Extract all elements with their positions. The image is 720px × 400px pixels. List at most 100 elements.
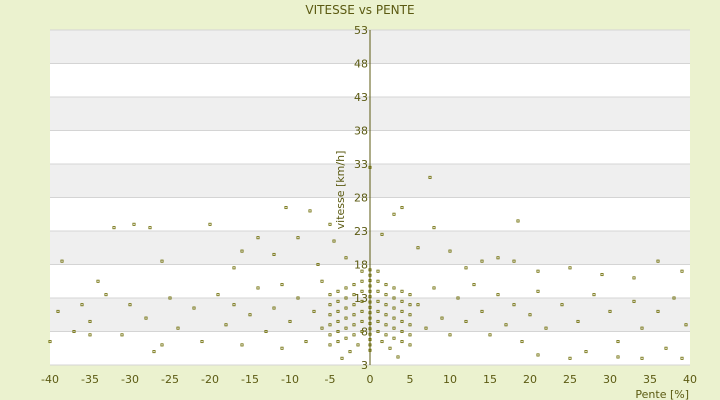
data-point: [88, 333, 92, 337]
data-point: [380, 232, 384, 236]
data-point: [592, 293, 596, 297]
data-point: [432, 286, 436, 290]
data-point: [224, 323, 228, 327]
data-point: [344, 296, 348, 300]
data-point: [48, 340, 52, 344]
data-point: [168, 296, 172, 300]
data-point: [352, 333, 356, 337]
data-point: [284, 206, 288, 210]
data-point: [384, 333, 388, 337]
data-point: [400, 319, 404, 323]
data-point: [340, 356, 344, 360]
data-point: [376, 329, 380, 333]
data-point: [504, 323, 508, 327]
y-axis-label: vitesse [km/h]: [334, 151, 347, 230]
data-point: [56, 309, 60, 313]
data-point: [376, 319, 380, 323]
x-tick-label: 25: [563, 373, 577, 386]
data-point: [380, 340, 384, 344]
data-point: [544, 326, 548, 330]
data-point: [72, 329, 76, 333]
data-point: [344, 306, 348, 310]
x-tick-label: 15: [483, 373, 497, 386]
data-point: [428, 175, 432, 179]
x-axis-ticks: -40 -35 -30 -25 -20 -15 -10 -5 0 5 10 15 20 25 30 35 40: [41, 373, 697, 386]
data-point: [368, 338, 372, 342]
data-point: [200, 340, 204, 344]
x-tick-label: 10: [443, 373, 457, 386]
data-point: [392, 296, 396, 300]
data-point: [296, 296, 300, 300]
data-point: [288, 319, 292, 323]
data-point: [672, 296, 676, 300]
data-point: [352, 323, 356, 327]
x-tick-label: -5: [325, 373, 336, 386]
x-tick-label: 40: [683, 373, 697, 386]
data-point: [104, 293, 108, 297]
data-point: [176, 326, 180, 330]
data-point: [320, 279, 324, 283]
data-point: [368, 332, 372, 336]
data-point: [120, 333, 124, 337]
data-point: [344, 256, 348, 260]
data-point: [352, 293, 356, 297]
data-point: [536, 353, 540, 357]
data-point: [464, 266, 468, 270]
data-point: [432, 226, 436, 230]
data-point: [384, 323, 388, 327]
data-point: [368, 268, 372, 272]
data-point: [376, 299, 380, 303]
data-point: [400, 289, 404, 293]
data-point: [344, 336, 348, 340]
data-point: [332, 239, 336, 243]
y-tick-label: 33: [354, 158, 368, 171]
x-tick-label: -20: [201, 373, 219, 386]
data-point: [480, 259, 484, 263]
data-point: [472, 283, 476, 287]
data-point: [480, 309, 484, 313]
data-point: [440, 316, 444, 320]
data-point: [360, 299, 364, 303]
data-point: [384, 303, 388, 307]
data-point: [560, 303, 564, 307]
data-point: [248, 313, 252, 317]
data-point: [464, 319, 468, 323]
data-point: [368, 279, 372, 283]
x-tick-label: -15: [241, 373, 259, 386]
data-point: [376, 289, 380, 293]
data-point: [368, 316, 372, 320]
y-tick-label: 3: [361, 359, 368, 372]
data-point: [608, 309, 612, 313]
data-point: [352, 303, 356, 307]
data-point: [400, 299, 404, 303]
data-point: [328, 343, 332, 347]
data-point: [368, 284, 372, 288]
data-point: [312, 309, 316, 313]
data-point: [368, 273, 372, 277]
data-point: [360, 289, 364, 293]
data-point: [632, 276, 636, 280]
data-point: [280, 283, 284, 287]
chart-title: VITESSE vs PENTE: [305, 3, 414, 17]
data-point: [408, 303, 412, 307]
data-point: [528, 313, 532, 317]
data-point: [516, 219, 520, 223]
data-point: [448, 333, 452, 337]
data-point: [148, 226, 152, 230]
data-point: [512, 259, 516, 263]
data-point: [160, 343, 164, 347]
data-point: [584, 350, 588, 354]
data-point: [384, 283, 388, 287]
data-point: [680, 356, 684, 360]
data-point: [456, 296, 460, 300]
data-point: [336, 289, 340, 293]
data-point: [376, 309, 380, 313]
data-point: [232, 266, 236, 270]
data-point: [640, 356, 644, 360]
data-point: [356, 343, 360, 347]
data-point: [368, 305, 372, 309]
data-point: [360, 309, 364, 313]
x-tick-label: 0: [367, 373, 374, 386]
data-point: [392, 326, 396, 330]
